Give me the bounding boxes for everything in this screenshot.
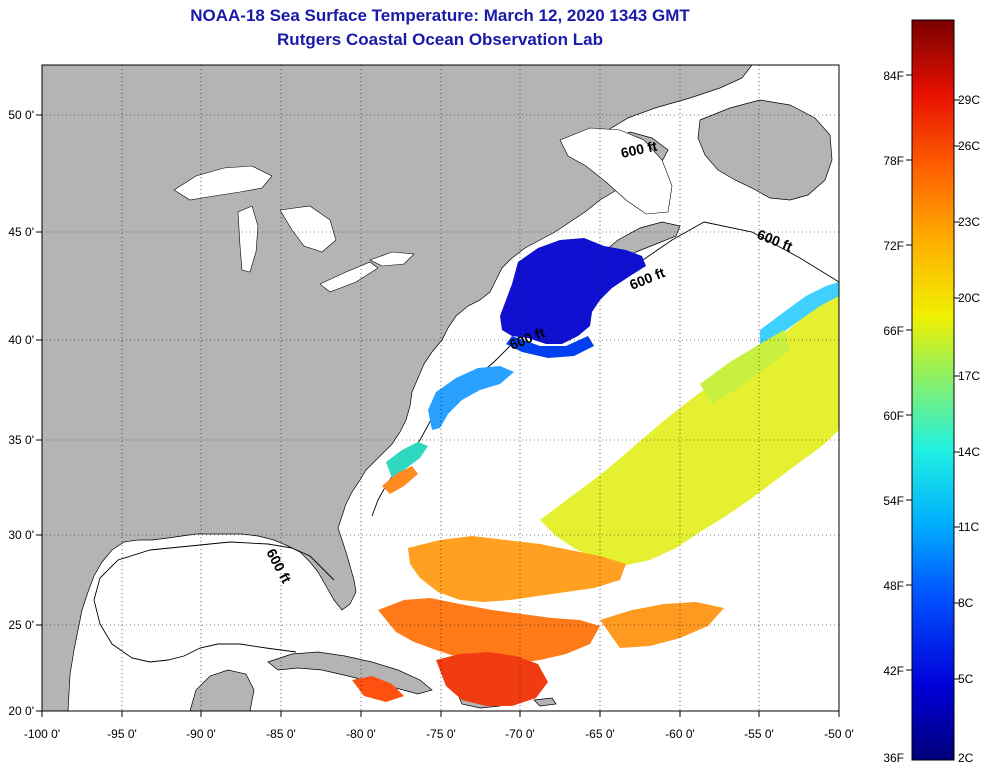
sst-orange-south (378, 598, 600, 664)
newfoundland-land (697, 99, 833, 201)
sst-carolina-strip (386, 442, 428, 478)
colorbar-f-label: 42F (883, 664, 904, 678)
colorbar-c-label: 23C (958, 215, 980, 229)
lat-label: 30 0' (8, 528, 34, 542)
colorbar-f-label: 72F (883, 239, 904, 253)
lon-label: -50 0' (824, 727, 854, 741)
lake-erie (319, 261, 379, 293)
sst-north-edge-teal (760, 282, 839, 346)
lon-label: -70 0' (505, 727, 535, 741)
map-title: NOAA-18 Sea Surface Temperature: March 1… (190, 6, 690, 25)
lake-superior (173, 165, 273, 201)
colorbar-f-label: 48F (883, 579, 904, 593)
sst-cold-edge (506, 336, 594, 358)
colorbar-c-label: 26C (958, 139, 980, 153)
lon-label: -60 0' (665, 727, 695, 741)
contour-label: 600 ft (619, 138, 658, 161)
sst-midatlantic-strip (428, 366, 514, 430)
colorbar-f-label: 36F (883, 751, 904, 765)
colorbar-f-label: 78F (883, 154, 904, 168)
lat-label: 25 0' (8, 618, 34, 632)
lake-huron (279, 205, 337, 253)
puerto-rico-land (533, 697, 557, 707)
colorbar (911, 19, 955, 761)
north-america-land (42, 65, 753, 711)
lon-label: -90 0' (186, 727, 216, 741)
lon-label: -100 0' (24, 727, 60, 741)
colorbar-c-label: 8C (958, 596, 974, 610)
cuba-land (267, 651, 433, 695)
sst-cold-region (500, 238, 646, 344)
colorbar-c-label: 5C (958, 672, 974, 686)
colorbar-c-label: 29C (958, 93, 980, 107)
colorbar-c-label: 17C (958, 369, 980, 383)
colorbar-ticks (906, 74, 960, 680)
colorbar-f-label: 84F (883, 69, 904, 83)
colorbar-c-label: 14C (958, 445, 980, 459)
lon-label: -65 0' (585, 727, 615, 741)
gulf-st-lawrence (559, 127, 673, 215)
lon-label: -80 0' (346, 727, 376, 741)
colorbar-c-label: 11C (958, 520, 979, 534)
sst-orange-band (408, 536, 626, 602)
colorbar-f-label: 60F (883, 409, 904, 423)
lake-ontario (369, 251, 415, 267)
lake-michigan (237, 205, 259, 273)
colorbar-c-label: 2C (958, 751, 974, 765)
lat-label: 45 0' (8, 225, 34, 239)
lon-label: -55 0' (744, 727, 774, 741)
lat-label: 50 0' (8, 108, 34, 122)
lat-label: 35 0' (8, 433, 34, 447)
yucatan-land (189, 669, 255, 711)
gulf-contour-line (93, 541, 335, 663)
sst-yellow-offshore (700, 330, 790, 404)
graticule (42, 65, 839, 711)
sst-carolina-warm (382, 466, 418, 494)
lon-label: -95 0' (107, 727, 137, 741)
axis-ticks (36, 114, 840, 717)
sst-red-south-cuba (352, 676, 404, 702)
colorbar-f-label: 66F (883, 324, 904, 338)
map-subtitle: Rutgers Coastal Ocean Observation Lab (277, 30, 603, 49)
lon-label: -75 0' (426, 727, 456, 741)
lat-label: 40 0' (8, 333, 34, 347)
lat-label: 20 0' (8, 704, 34, 718)
lon-label: -85 0' (266, 727, 296, 741)
colorbar-f-label: 54F (883, 494, 904, 508)
colorbar-c-label: 20C (958, 291, 980, 305)
